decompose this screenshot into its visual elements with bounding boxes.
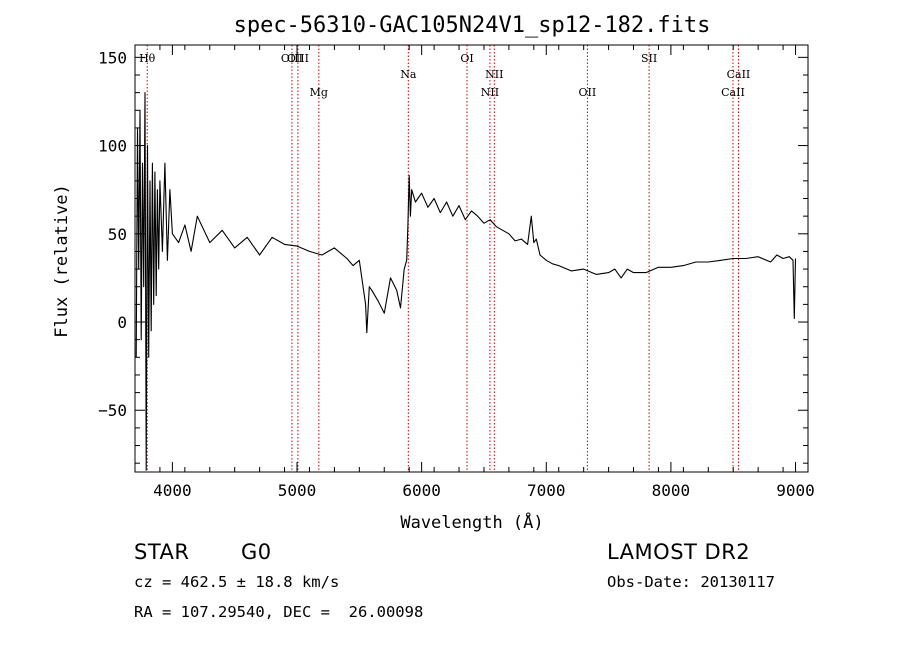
spectral-line-label: Na [400,68,417,81]
spectral-line-label: Mg [310,86,328,99]
x-tick-label: 5000 [278,481,317,500]
spectral-line-label: CaII [727,68,751,81]
x-tick-label: 9000 [776,481,815,500]
x-tick-label: 8000 [652,481,691,500]
y-tick-label: 50 [108,225,127,244]
y-tick-label: 100 [98,137,127,156]
spectral-line-markers [146,45,739,472]
coordinates: RA = 107.29540, DEC = 26.00098 [134,603,424,621]
y-tick-label: −50 [98,401,127,420]
spectral-line-label: OIII [287,52,309,65]
chart-title: spec-56310-GAC105N24V1_sp12-182.fits [234,13,711,38]
y-axis-label: Flux (relative) [52,184,72,338]
survey-name: LAMOST DR2 [607,540,751,564]
axis-ticks [134,45,809,472]
spectral-line-label: OIII [281,52,303,65]
object-class: STAR [134,540,190,564]
x-tick-label: 4000 [153,481,192,500]
spectral-line-label: CaII [721,86,745,99]
spectrum-line [135,92,797,471]
redshift-value: cz = 462.5 ± 18.8 km/s [134,573,340,591]
spectral-line-label: Hθ [139,52,156,65]
spectral-line-label: SII [641,52,657,65]
spectral-line-label: OII [579,86,597,99]
x-tick-label: 6000 [402,481,441,500]
x-tick-labels: 4000 5000 6000 7000 8000 9000 [153,481,815,500]
y-tick-label: 0 [117,313,127,332]
y-tick-labels: −50 0 50 100 150 [98,48,127,420]
spectral-line-label: NII [481,86,499,99]
y-tick-label: 150 [98,48,127,67]
observation-date: Obs-Date: 20130117 [607,573,775,591]
plot-frame [134,44,809,473]
spectrum-series [135,92,797,471]
spectral-line-label: NII [485,68,503,81]
x-axis-label: Wavelength (Å) [400,511,543,533]
x-tick-label: 7000 [527,481,566,500]
spectral-subclass: G0 [241,540,272,564]
spectral-line-label: OI [460,52,473,65]
